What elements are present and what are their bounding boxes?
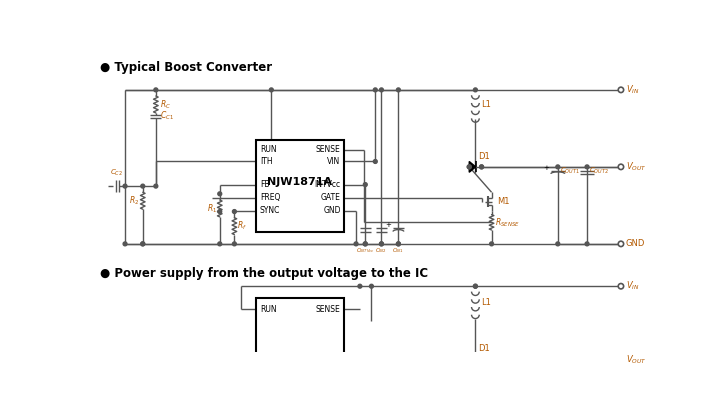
Circle shape [396, 242, 401, 246]
Text: ● Typical Boost Converter: ● Typical Boost Converter [101, 61, 272, 74]
Text: ITH: ITH [259, 157, 272, 166]
Circle shape [556, 165, 559, 169]
Circle shape [585, 165, 589, 169]
Circle shape [479, 165, 484, 169]
Bar [256, 140, 345, 232]
Text: $C_{IN2}$: $C_{IN2}$ [376, 246, 387, 255]
Circle shape [233, 242, 236, 246]
Circle shape [379, 242, 384, 246]
Circle shape [363, 183, 367, 187]
Circle shape [141, 242, 145, 246]
Circle shape [358, 284, 362, 288]
Text: RUN: RUN [259, 305, 277, 314]
Circle shape [141, 184, 145, 188]
Circle shape [396, 88, 401, 92]
Text: $V_{OUT}$: $V_{OUT}$ [625, 353, 646, 366]
Bar [256, 298, 345, 356]
Text: D1: D1 [479, 152, 490, 161]
Text: $C_{C2}$: $C_{C2}$ [110, 168, 123, 179]
Text: NJW1871A: NJW1871A [267, 177, 333, 187]
Text: FREQ: FREQ [259, 193, 280, 202]
Text: SYNC: SYNC [259, 206, 280, 215]
Circle shape [556, 242, 559, 246]
Circle shape [467, 165, 471, 169]
Circle shape [363, 242, 367, 246]
Circle shape [141, 242, 145, 246]
Polygon shape [469, 354, 476, 365]
Text: INTVcc: INTVcc [315, 180, 340, 189]
Circle shape [379, 242, 384, 246]
Text: $C_{INTVcc}$: $C_{INTVcc}$ [356, 246, 375, 255]
Circle shape [269, 88, 273, 92]
Circle shape [218, 209, 222, 213]
Text: +: + [386, 223, 391, 228]
Text: L1: L1 [481, 298, 491, 307]
Circle shape [233, 209, 236, 213]
Circle shape [490, 242, 493, 246]
Circle shape [396, 242, 401, 246]
Circle shape [467, 358, 471, 361]
Text: M1: M1 [497, 197, 510, 206]
Circle shape [218, 192, 222, 196]
Text: $R_2$: $R_2$ [130, 194, 140, 207]
Circle shape [123, 242, 127, 246]
Circle shape [474, 284, 477, 288]
Circle shape [474, 284, 477, 288]
Circle shape [479, 358, 484, 361]
Text: RUN: RUN [259, 145, 277, 154]
Text: D1: D1 [479, 344, 490, 353]
Circle shape [379, 88, 384, 92]
Text: $C_{IN1}$: $C_{IN1}$ [392, 246, 404, 255]
Text: L1: L1 [481, 100, 491, 109]
Circle shape [218, 242, 222, 246]
Circle shape [374, 88, 377, 92]
Text: $C_{C1}$: $C_{C1}$ [160, 110, 174, 122]
Text: $C_{OUT2}$: $C_{OUT2}$ [589, 166, 609, 176]
Circle shape [354, 242, 358, 246]
Text: $R_f$: $R_f$ [238, 220, 247, 232]
Text: VIN: VIN [328, 157, 340, 166]
Circle shape [369, 284, 374, 288]
Text: GND: GND [625, 239, 645, 248]
Circle shape [479, 165, 484, 169]
Text: GND: GND [323, 206, 340, 215]
Text: $C_{OUT1}$: $C_{OUT1}$ [560, 166, 580, 176]
Circle shape [363, 242, 367, 246]
Text: $V_{OUT}$: $V_{OUT}$ [625, 161, 646, 173]
Text: SENSE: SENSE [316, 305, 340, 314]
Text: $V_{IN}$: $V_{IN}$ [625, 280, 640, 293]
Text: $R_1$: $R_1$ [206, 202, 217, 215]
Text: SENSE: SENSE [316, 145, 340, 154]
Text: $V_{IN}$: $V_{IN}$ [625, 84, 640, 96]
Circle shape [154, 184, 158, 188]
Circle shape [585, 242, 589, 246]
Circle shape [374, 160, 377, 164]
Circle shape [123, 184, 127, 188]
Text: GATE: GATE [320, 193, 340, 202]
Text: $R_{SENSE}$: $R_{SENSE}$ [496, 216, 520, 228]
Text: FB: FB [259, 180, 269, 189]
Circle shape [467, 165, 471, 169]
Circle shape [154, 88, 158, 92]
Text: $R_C$: $R_C$ [160, 98, 171, 111]
Polygon shape [469, 162, 476, 172]
Text: ● Power supply from the output voltage to the IC: ● Power supply from the output voltage t… [101, 267, 428, 280]
Circle shape [474, 88, 477, 92]
Text: +: + [543, 165, 549, 171]
